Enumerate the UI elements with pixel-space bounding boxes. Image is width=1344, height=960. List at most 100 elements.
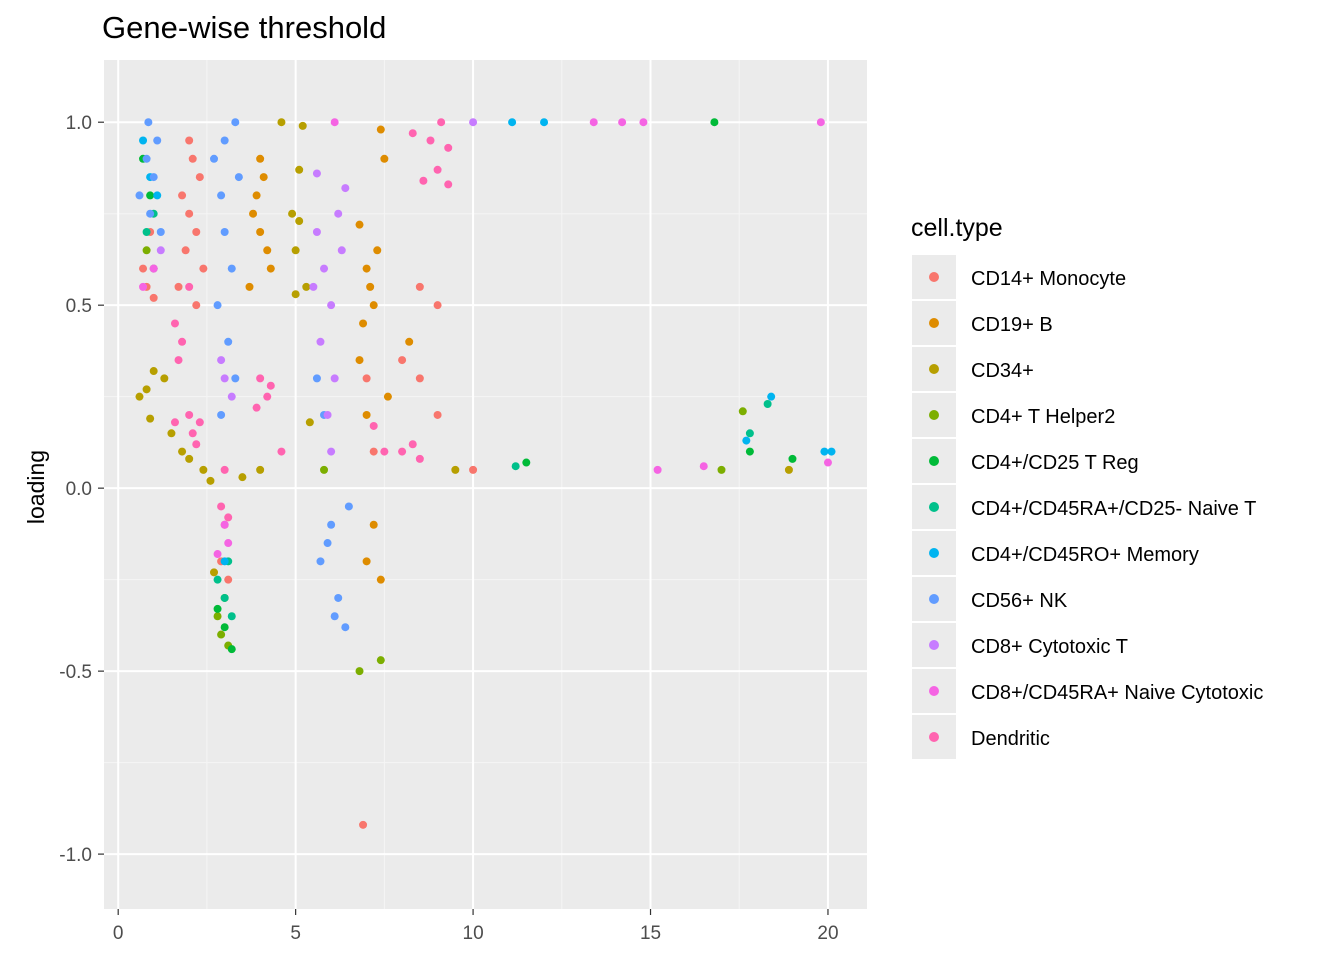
- data-point: [295, 217, 304, 226]
- data-point: [383, 392, 392, 401]
- data-point: [380, 447, 389, 456]
- data-point: [745, 429, 754, 438]
- data-point: [213, 604, 222, 613]
- data-point: [217, 191, 226, 200]
- legend-swatch: [929, 456, 939, 466]
- data-point: [139, 282, 148, 291]
- data-point: [142, 154, 151, 163]
- data-point: [362, 264, 371, 273]
- data-point: [359, 820, 368, 829]
- data-point: [174, 356, 183, 365]
- data-point: [160, 374, 169, 383]
- data-point: [249, 209, 258, 218]
- data-point: [305, 418, 314, 427]
- data-point: [362, 410, 371, 419]
- data-point: [206, 476, 215, 485]
- data-point: [433, 410, 442, 419]
- data-point: [362, 557, 371, 566]
- data-point: [217, 630, 226, 639]
- data-point: [139, 264, 148, 273]
- data-point: [142, 227, 151, 236]
- data-point: [369, 447, 378, 456]
- x-tick-label: 15: [640, 923, 661, 944]
- y-tick-label: -1.0: [59, 845, 92, 866]
- data-point: [334, 209, 343, 218]
- data-point: [373, 246, 382, 255]
- data-point: [330, 374, 339, 383]
- data-point: [540, 118, 549, 127]
- data-point: [178, 337, 187, 346]
- legend-label: CD4+/CD45RO+ Memory: [971, 544, 1199, 566]
- data-point: [511, 462, 520, 471]
- data-point: [220, 465, 229, 474]
- data-point: [220, 520, 229, 529]
- data-point: [256, 154, 265, 163]
- legend-swatch: [929, 318, 939, 328]
- data-point: [266, 264, 275, 273]
- chart-title: Gene-wise threshold: [102, 10, 386, 45]
- data-point: [199, 465, 208, 474]
- data-point: [823, 458, 832, 467]
- data-point: [369, 421, 378, 430]
- data-point: [337, 246, 346, 255]
- data-point: [231, 118, 240, 127]
- data-point: [220, 623, 229, 632]
- data-point: [355, 220, 364, 229]
- data-point: [178, 447, 187, 456]
- data-point: [252, 403, 261, 412]
- data-point: [245, 282, 254, 291]
- data-point: [359, 319, 368, 328]
- x-tick-label: 0: [113, 923, 124, 944]
- data-point: [366, 282, 375, 291]
- data-point: [312, 227, 321, 236]
- data-point: [149, 293, 158, 302]
- data-point: [135, 191, 144, 200]
- data-point: [376, 125, 385, 134]
- data-point: [745, 447, 754, 456]
- data-point: [220, 136, 229, 145]
- data-point: [398, 356, 407, 365]
- data-point: [344, 502, 353, 511]
- data-point: [170, 418, 179, 427]
- legend-swatch: [929, 640, 939, 650]
- data-point: [144, 118, 153, 127]
- data-point: [185, 209, 194, 218]
- data-point: [355, 356, 364, 365]
- data-point: [312, 374, 321, 383]
- data-point: [231, 374, 240, 383]
- legend-label: Dendritic: [971, 728, 1050, 750]
- data-point: [415, 282, 424, 291]
- legend-swatch: [929, 364, 939, 374]
- data-point: [291, 290, 300, 299]
- data-point: [224, 539, 233, 548]
- data-point: [220, 227, 229, 236]
- data-point: [408, 129, 417, 138]
- data-point: [142, 385, 151, 394]
- data-point: [146, 209, 155, 218]
- data-point: [763, 399, 772, 408]
- legend-swatch: [929, 594, 939, 604]
- legend-label: CD4+/CD25 T Reg: [971, 452, 1139, 474]
- data-point: [508, 118, 517, 127]
- plot-panel: [104, 60, 867, 909]
- data-point: [153, 136, 162, 145]
- legend-swatch: [929, 272, 939, 282]
- data-point: [738, 407, 747, 416]
- legend-label: CD4+ T Helper2: [971, 406, 1115, 428]
- data-point: [195, 173, 204, 182]
- data-point: [699, 462, 708, 471]
- data-point: [330, 118, 339, 127]
- data-point: [185, 282, 194, 291]
- data-point: [277, 447, 286, 456]
- data-point: [327, 301, 336, 310]
- x-axis: 0 5 10 15 20: [113, 909, 839, 944]
- data-point: [213, 575, 222, 584]
- data-point: [210, 568, 219, 577]
- data-point: [433, 165, 442, 174]
- data-point: [415, 454, 424, 463]
- data-point: [742, 436, 751, 445]
- legend-swatch: [929, 410, 939, 420]
- data-point: [469, 465, 478, 474]
- data-point: [419, 176, 428, 185]
